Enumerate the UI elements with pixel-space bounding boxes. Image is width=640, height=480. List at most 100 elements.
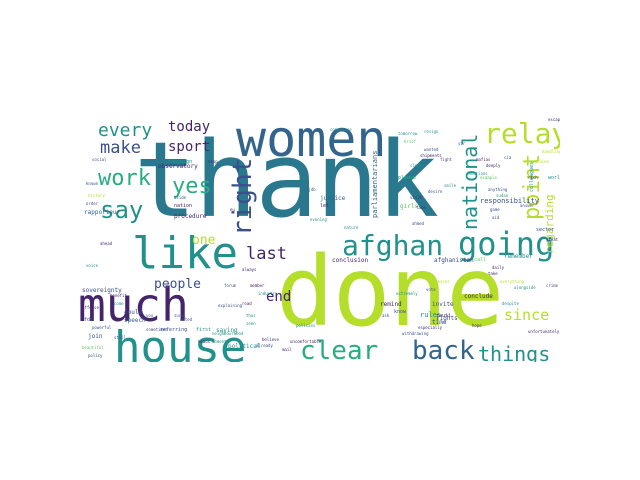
word-still: still — [114, 335, 127, 340]
word-sovereignty: sovereignty — [82, 287, 122, 294]
word-ejdb: ejdb — [306, 187, 316, 192]
word-work: work — [98, 166, 151, 191]
word-eu: eu — [230, 207, 235, 212]
word-nature: nature — [344, 225, 359, 230]
word-thank: thank — [134, 119, 439, 241]
word-forum: forum — [224, 283, 237, 288]
word-anything: anything — [488, 187, 508, 192]
word-seen: seen — [246, 321, 256, 326]
word-heads: heads — [198, 339, 211, 344]
word-handling: handling — [542, 149, 560, 154]
word-like: like — [132, 228, 238, 279]
word-sir: sir — [458, 141, 466, 146]
word-clear: clear — [300, 336, 379, 362]
word-answer: answer — [520, 203, 535, 208]
word-thus: thus — [246, 313, 256, 318]
word-neighbourhood: neighbourhood — [212, 331, 244, 336]
word-say: say — [100, 196, 144, 224]
word-every: every — [98, 120, 153, 141]
word-extremely: extremely — [396, 291, 418, 296]
word-rich: rich — [528, 175, 538, 180]
word-sometimes: sometimes — [146, 327, 168, 332]
word-last: last — [246, 244, 287, 264]
word-right: right — [228, 157, 258, 236]
word-ukraine: ukraine — [532, 159, 549, 164]
word-committee: committee — [330, 127, 352, 132]
word-everything: everything — [500, 279, 525, 284]
word-join: join — [88, 333, 103, 340]
word-yes: yes — [172, 174, 212, 199]
word-national: national — [458, 133, 482, 230]
word-call: call — [474, 257, 487, 263]
word-know: know — [394, 309, 407, 315]
word-afghanistan: afghanistan — [434, 257, 474, 264]
word-observatory: observatory — [158, 163, 198, 170]
word-end: end — [266, 289, 292, 305]
word-smile: smile — [444, 183, 457, 188]
word-daily: daily — [492, 265, 505, 270]
word-policy: policy — [88, 353, 103, 358]
word-despite: despite — [502, 301, 519, 306]
word-rapporteur: rapporteur — [84, 209, 121, 216]
word-sport: sport — [168, 139, 211, 155]
word-regarding: regarding — [543, 194, 556, 254]
word-sanctions: sanctions — [466, 171, 488, 176]
word-expresses: expresses — [428, 279, 450, 284]
word-uncomfortable: uncomfortable — [290, 339, 322, 344]
word-explaining: explaining — [218, 303, 243, 308]
word-withdrawing: withdrawing — [402, 331, 429, 336]
word-always: always — [242, 267, 257, 272]
word-take: take — [488, 271, 498, 276]
word-first: first — [196, 327, 212, 333]
word-justice: justice — [320, 195, 346, 202]
word-aid: aid — [492, 215, 500, 220]
word-beautiful: beautiful — [82, 345, 104, 350]
word-procedure: procedure — [174, 213, 207, 220]
word-face: face — [416, 205, 426, 210]
word-great: great — [546, 237, 559, 242]
word-stop: stop — [208, 159, 218, 164]
word-escape: escape — [548, 118, 560, 122]
word-brief: brief — [404, 139, 417, 144]
word-conclusion: conclusion — [332, 257, 369, 264]
word-let: let — [320, 203, 330, 209]
word-back: back — [412, 336, 475, 362]
word-responsibility: responsibility — [480, 197, 540, 205]
word-sudan: sudan — [496, 193, 509, 198]
word-people: people — [154, 277, 201, 292]
word-relay: relay — [484, 118, 560, 150]
word-road: road — [242, 301, 252, 306]
word-fdi: fdi — [84, 317, 94, 323]
word-world: world — [548, 175, 560, 181]
word-powerful: powerful — [92, 325, 112, 330]
word-conclude: conclude — [464, 293, 493, 300]
word-social: social — [92, 157, 107, 162]
word-campaign: campaign — [168, 159, 193, 165]
word-evening: evening — [310, 217, 327, 222]
word-make: make — [100, 138, 141, 158]
word-afghan: afghan — [342, 229, 444, 262]
word-benefit: benefit — [110, 293, 127, 298]
word-hope: hope — [472, 323, 482, 328]
word-rights: rights — [436, 315, 458, 322]
word-saying: saying — [216, 327, 238, 334]
word-history: history — [88, 193, 105, 198]
word-noted: noted — [180, 317, 193, 322]
word-resign: resign — [424, 129, 439, 134]
word-parliamentarians: parliamentarians — [371, 150, 379, 218]
word-wanted: wanted — [424, 147, 439, 152]
word-girls: girls — [400, 203, 419, 210]
word-things: things — [478, 342, 551, 362]
word-done: done — [276, 236, 504, 348]
word-much: much — [80, 278, 189, 332]
word-house: house — [114, 322, 247, 363]
word-ask: ask — [382, 313, 390, 318]
word-order: order — [86, 201, 99, 206]
word-women: women — [236, 118, 387, 168]
word-alongside: alongside — [514, 285, 536, 290]
word-crime: crime — [546, 283, 559, 288]
word-offense: offense — [82, 305, 99, 310]
word-nation: nation — [174, 203, 193, 209]
word-game: game — [490, 207, 500, 212]
